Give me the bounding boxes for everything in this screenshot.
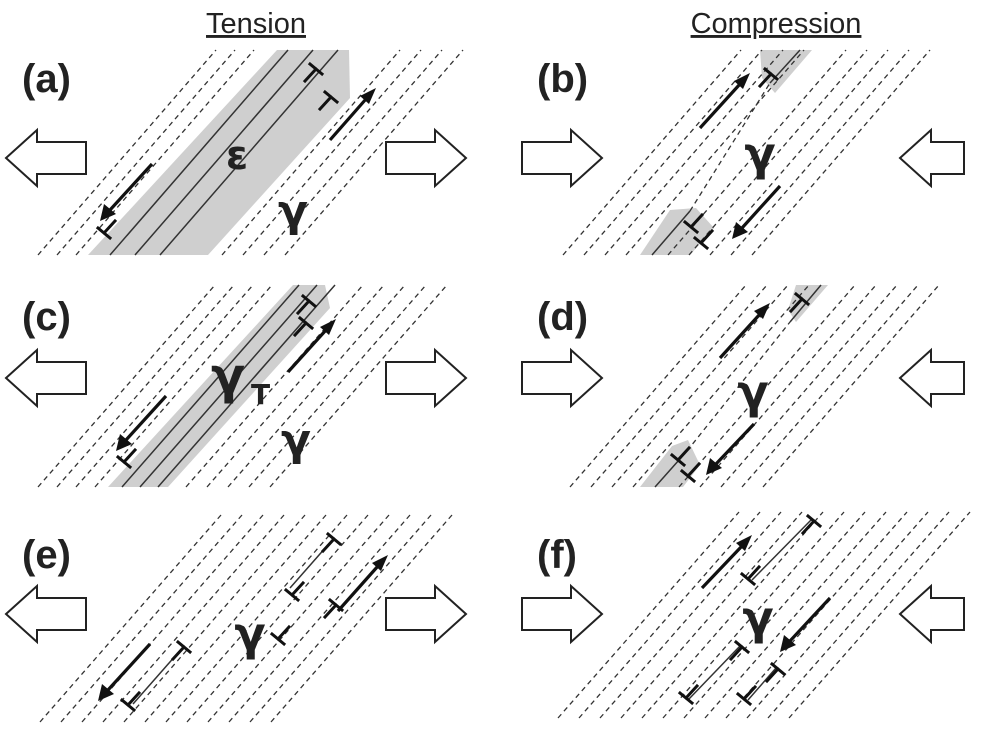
panel-label: (a) [22,57,71,101]
panel-label: (b) [537,57,588,101]
matrix-phase-label: γ [737,365,768,419]
dislocation-icon [320,531,343,554]
dislocation-icon [317,89,340,112]
dislocation-icon [739,564,762,587]
panel-e: (e) γ [4,514,468,723]
dislocation-icon [119,690,142,713]
matrix-phase-label: γ [742,591,773,645]
shear-arrow-up-icon [336,564,380,613]
tension-right-arrow-icon [385,127,468,189]
tension-right-arrow-icon [385,583,468,645]
dislocation-icon [757,66,780,89]
panel-d: (d) γ [521,284,965,488]
shear-arrow-up-icon [698,82,742,130]
compression-left-arrow-icon [521,583,604,645]
panel-label: (c) [22,295,71,339]
tension-right-arrow-icon [385,347,468,409]
slip-planes [557,511,971,719]
shear-arrow-up-icon [700,544,744,590]
dislocation-icon [283,580,306,603]
matrix-phase-label: γ [744,127,775,181]
slip-planes [562,49,931,256]
header-tension: Tension [206,8,306,40]
shear-arrow-down-icon [714,422,756,466]
dislocation-icon [677,683,700,706]
dislocation-icon [800,513,823,536]
panel-f: (f) γ [521,511,971,719]
band-phase-label: ε [226,133,248,179]
dislocation-icon [679,461,702,484]
matrix-phase-label: γ [234,607,265,661]
compression-right-arrow-icon [898,583,965,645]
shear-arrow-up-icon [328,97,368,142]
shear-arrow-up-icon [286,328,328,374]
dislocation-icon [292,315,315,338]
header-compression: Compression [691,8,862,40]
matrix-phase-label: γ [278,186,308,237]
dislocation-icon [788,291,811,314]
shear-arrow-up-icon [718,312,762,360]
panel-a: (a) ε γ [4,49,468,256]
shear-arrow-down-icon [788,596,832,643]
shear-arrow-down-icon [108,162,154,212]
panel-label: (d) [537,295,588,339]
tension-left-arrow-icon [4,127,87,189]
compression-left-arrow-icon [521,347,604,409]
dislocation-icon [735,684,758,707]
epsilon-band [88,50,350,255]
shear-arrow-down-icon [106,642,152,692]
dislocation-icon [95,218,118,241]
dislocation-icon [302,61,325,84]
panel-c: (c) γ T γ [4,284,468,488]
panel-label: (f) [537,533,577,577]
matrix-phase-label: γ [281,415,311,466]
twin-phase-label: γ [211,347,245,405]
dislocation-icon [669,445,692,468]
compression-right-arrow-icon [898,127,965,189]
compression-right-arrow-icon [898,347,965,409]
dislocation-icon [682,212,705,235]
slip-planes [37,49,464,256]
tension-left-arrow-icon [4,347,87,409]
dislocation-icon [269,624,292,647]
slip-planes [37,284,448,488]
panel-b: (b) γ [521,49,965,256]
shear-arrow-down-icon [124,394,168,442]
gamma-band-fragment [640,208,714,255]
dislocation-icon [295,293,318,316]
shear-arrow-down-icon [740,184,782,230]
twin-subscript-label: T [251,378,270,411]
tension-left-arrow-icon [4,583,87,645]
panel-label: (e) [22,533,71,577]
twin-band [108,285,330,487]
compression-left-arrow-icon [521,127,604,189]
dislocation-icon [692,228,715,251]
dislocation-icon [728,639,751,662]
dislocation-icon [170,639,193,662]
dislocation-icon [764,661,787,684]
dislocation-icon [115,447,138,470]
